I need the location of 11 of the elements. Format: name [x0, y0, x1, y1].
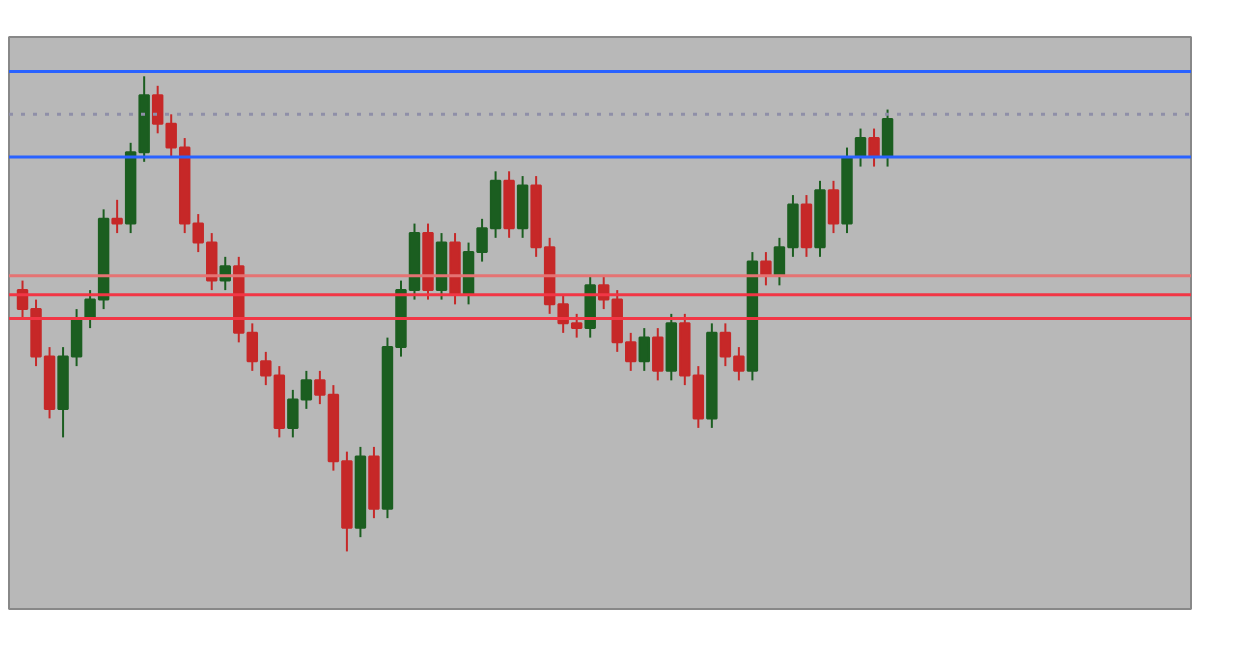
- candlestick: [665, 312, 678, 382]
- candlestick: [868, 127, 880, 168]
- candlestick: [516, 175, 529, 239]
- candlestick: [800, 194, 813, 258]
- candlestick: [638, 327, 650, 372]
- candlestick: [881, 108, 894, 168]
- candlestick: [503, 170, 515, 239]
- candlestick: [111, 198, 123, 235]
- candlestick: [435, 232, 448, 301]
- candlestick: [652, 327, 664, 382]
- candlestick: [827, 179, 840, 235]
